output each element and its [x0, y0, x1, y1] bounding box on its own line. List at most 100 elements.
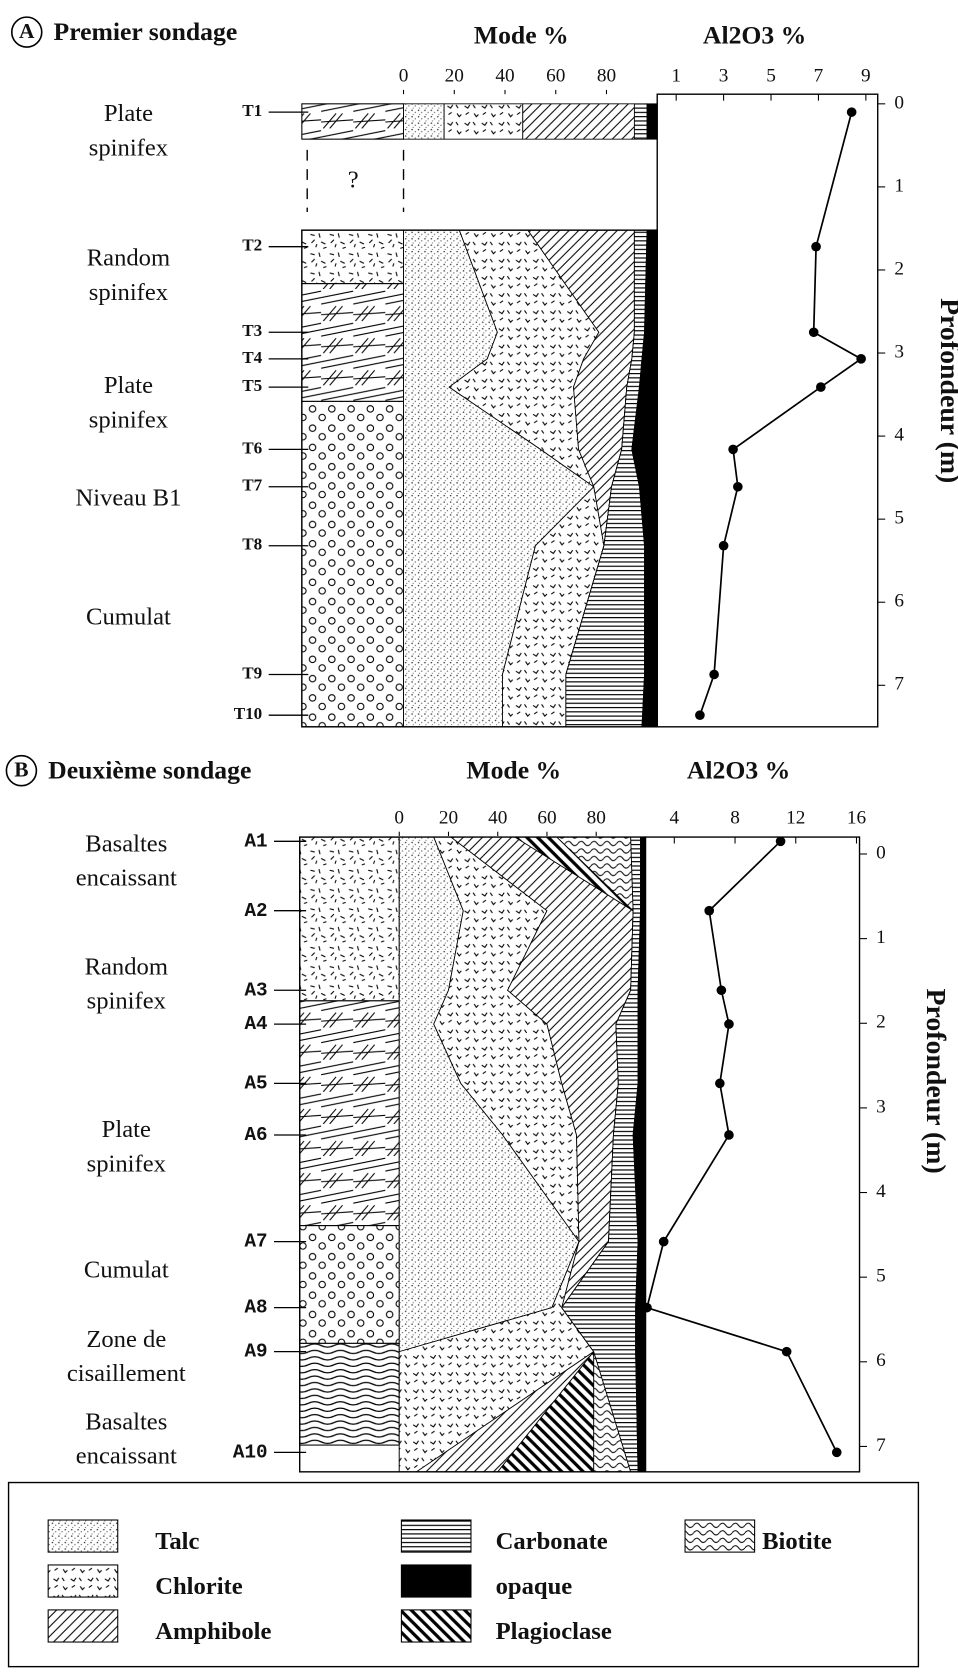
sample-label: T10 — [234, 704, 263, 723]
legend-label: Carbonate — [496, 1528, 608, 1555]
depth-tick-label: 5 — [894, 508, 904, 529]
sample-label: A2 — [244, 900, 267, 922]
al-frame — [656, 93, 879, 728]
sample-label: T3 — [242, 321, 262, 340]
mode-tick-label: 80 — [597, 65, 616, 86]
legend-label: opaque — [496, 1573, 573, 1600]
panel-title: Premier sondage — [54, 17, 238, 46]
sample-label: T4 — [242, 348, 262, 367]
al2o3-point — [724, 1130, 734, 1140]
depth-tick-label: 0 — [894, 92, 904, 113]
unit-label: spinifex — [87, 988, 166, 1015]
panel-label: A — [19, 19, 35, 43]
depth-tick-label: 3 — [894, 341, 904, 362]
sample-label: T5 — [242, 376, 262, 395]
depth-tick-label: 4 — [894, 425, 904, 446]
al2o3-point — [718, 540, 729, 551]
al2o3-point — [724, 1019, 734, 1029]
al2o3-point — [831, 1447, 842, 1458]
legend-swatch — [400, 1564, 472, 1598]
al2o3-point — [781, 1346, 792, 1357]
lithology-band — [299, 836, 400, 1002]
panel-badge — [5, 754, 38, 787]
mode-bar-segment — [522, 103, 635, 140]
al2o3-point — [775, 836, 786, 847]
sample-label: A10 — [233, 1441, 268, 1463]
unit-label: spinifex — [89, 279, 168, 306]
mode-tick-label: 40 — [495, 65, 514, 86]
unit-label: Cumulat — [86, 603, 171, 630]
al2o3-point — [715, 1078, 725, 1089]
depth-tick-label: 0 — [876, 842, 886, 863]
al2o3-point — [658, 1236, 669, 1247]
al2o3-point — [811, 241, 821, 252]
depth-tick-label: 4 — [876, 1181, 886, 1202]
depth-tick-label: 7 — [894, 674, 904, 695]
legend-box — [7, 1481, 920, 1668]
lithology-band — [301, 283, 405, 402]
unit-label: encaissant — [76, 1443, 177, 1470]
unit-label: Basaltes — [85, 830, 167, 857]
unit-label: encaissant — [76, 865, 177, 892]
sample-label: A6 — [244, 1124, 267, 1146]
sample-label: T6 — [242, 438, 262, 457]
unit-label: Plate — [104, 372, 153, 399]
legend-label: Chlorite — [155, 1573, 243, 1600]
depth-axis-title: Profondeur (m) — [934, 298, 958, 483]
al2o3-point — [846, 107, 857, 117]
al-tick-label: 5 — [766, 65, 776, 86]
al2o3-line — [699, 111, 863, 716]
mode-bar-segment — [443, 103, 524, 140]
al2o3-point — [695, 710, 705, 721]
legend-swatch — [400, 1519, 472, 1553]
sample-label: A5 — [244, 1072, 267, 1094]
sample-label: A7 — [244, 1231, 267, 1253]
al-tick-label: 3 — [719, 65, 729, 86]
mode-tick-label: 40 — [488, 807, 507, 828]
sample-label: T7 — [242, 476, 262, 495]
mode-tick-label: 20 — [445, 65, 464, 86]
al-tick-label: 4 — [669, 807, 679, 828]
legend-swatch — [47, 1519, 119, 1553]
unit-label: Cumulat — [84, 1256, 169, 1283]
mode-tick-label: 0 — [394, 807, 404, 828]
legend-swatch — [47, 1609, 119, 1643]
depth-axis-title: Profondeur (m) — [920, 989, 951, 1174]
sample-label: T9 — [242, 663, 262, 682]
depth-tick-label: 1 — [894, 175, 904, 196]
al2o3-point — [704, 905, 715, 916]
al-tick-label: 7 — [814, 65, 824, 86]
depth-tick-label: 1 — [876, 927, 886, 948]
depth-tick-label: 7 — [876, 1435, 886, 1456]
al-tick-label: 1 — [671, 65, 681, 86]
al-tick-label: 8 — [730, 807, 740, 828]
unit-label: Basaltes — [85, 1408, 167, 1435]
panel-badge — [10, 16, 43, 48]
unit-label: Plate — [104, 100, 153, 127]
mode-tick-label: 0 — [399, 65, 409, 86]
legend-swatch — [47, 1564, 119, 1598]
sample-label: T1 — [242, 101, 262, 120]
mode-tick-label: 20 — [439, 807, 458, 828]
unknown-mark: ? — [348, 167, 359, 194]
mode-bar-segment — [633, 103, 648, 140]
unit-label: Niveau B1 — [75, 485, 181, 512]
gap-lines — [306, 149, 405, 212]
lithology-band — [299, 1342, 400, 1446]
al-tick-label: 16 — [847, 807, 867, 828]
lithology-band — [301, 103, 405, 140]
sample-label: A4 — [244, 1013, 267, 1035]
mode-bar-segment — [646, 103, 658, 140]
lithology-band — [301, 400, 405, 728]
unit-label: spinifex — [89, 134, 168, 161]
panel-title: Deuxième sondage — [48, 756, 251, 785]
lithology-band — [299, 1000, 400, 1227]
mode-tick-label: 60 — [546, 65, 565, 86]
legend-label: Plagioclase — [496, 1618, 612, 1645]
mode-axis-title: Mode % — [474, 20, 569, 49]
unit-label: spinifex — [87, 1150, 166, 1177]
depth-tick-label: 5 — [876, 1266, 886, 1287]
mode-tick-label: 60 — [537, 807, 556, 828]
sample-label: A9 — [244, 1341, 267, 1363]
